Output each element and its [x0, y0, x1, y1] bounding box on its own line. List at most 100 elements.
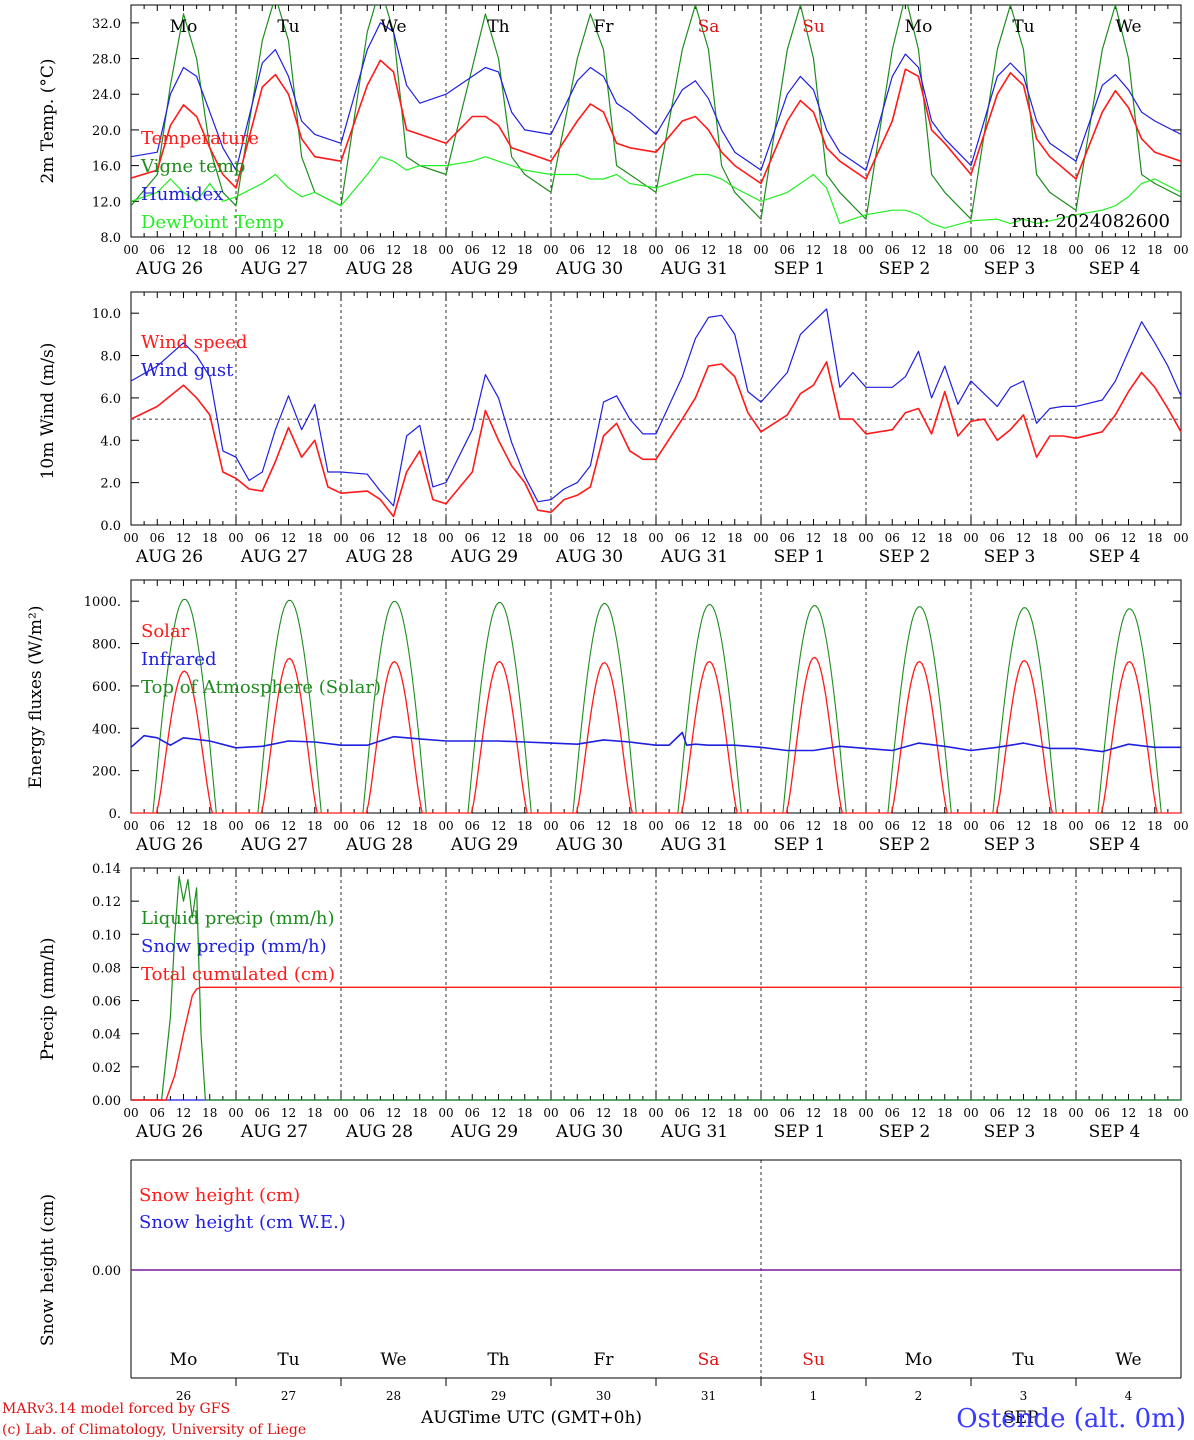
hour-tick-label: 18 — [727, 1106, 742, 1120]
month-label-aug: AUG — [420, 1408, 461, 1428]
legend-label: Wind speed — [141, 332, 247, 353]
hour-tick-label: 12 — [1016, 1106, 1031, 1120]
day-of-week-label: Sa — [698, 1350, 720, 1370]
hour-tick-label: 12 — [281, 243, 296, 257]
station-name: Ostende (alt. 0m) — [956, 1404, 1186, 1434]
date-label: AUG 30 — [555, 835, 623, 855]
date-label: SEP 1 — [774, 259, 826, 279]
hour-tick-label: 12 — [281, 819, 296, 833]
date-label: SEP 4 — [1089, 835, 1141, 855]
legend-label: Liquid precip (mm/h) — [141, 908, 335, 929]
date-label: SEP 3 — [984, 835, 1036, 855]
hour-tick-label: 06 — [150, 531, 165, 545]
legend-label: Total cumulated (cm) — [141, 964, 335, 985]
y-tick-label: 32.0 — [92, 17, 121, 32]
hour-tick-label: 18 — [202, 819, 217, 833]
y-tick-label: 12.0 — [92, 195, 121, 210]
hour-tick-label: 12 — [806, 243, 821, 257]
day-of-week-label: Th — [487, 1350, 509, 1370]
snow-height-panel: 0.00 Snow height (cm) Snow height (cm W.E.… — [38, 1159, 1182, 1403]
hour-tick-label: 12 — [596, 531, 611, 545]
y-tick-label: 0.08 — [92, 961, 121, 976]
hour-tick-label: 18 — [622, 819, 637, 833]
date-label: AUG 31 — [660, 259, 728, 279]
hour-tick-label: 18 — [727, 243, 742, 257]
date-label: AUG 27 — [240, 1122, 308, 1142]
date-label: SEP 2 — [879, 547, 931, 567]
day-number-label: 1 — [810, 1389, 818, 1403]
date-label: SEP 4 — [1089, 547, 1141, 567]
hour-tick-label: 06 — [675, 243, 690, 257]
y-tick-label: 1000. — [84, 595, 121, 610]
hour-tick-label: 00 — [753, 531, 768, 545]
hour-tick-label: 18 — [937, 819, 952, 833]
hour-tick-label: 18 — [1147, 1106, 1162, 1120]
hour-tick-label: 12 — [1121, 1106, 1136, 1120]
hour-tick-label: 12 — [596, 819, 611, 833]
hour-tick-label: 18 — [1042, 819, 1057, 833]
hour-tick-label: 12 — [1016, 243, 1031, 257]
hour-tick-label: 18 — [937, 1106, 952, 1120]
hour-tick-label: 18 — [1042, 1106, 1057, 1120]
hour-tick-label: 18 — [937, 243, 952, 257]
day-of-week-label: We — [380, 1350, 406, 1370]
hour-tick-label: 12 — [701, 243, 716, 257]
day-number-label: 26 — [176, 1389, 191, 1403]
hour-tick-label: 00 — [543, 1106, 558, 1120]
date-label: SEP 2 — [879, 1122, 931, 1142]
hour-tick-label: 06 — [1095, 819, 1110, 833]
hour-tick-label: 06 — [885, 1106, 900, 1120]
date-label: AUG 29 — [450, 1122, 518, 1142]
hour-tick-label: 00 — [858, 243, 873, 257]
hour-tick-label: 18 — [1147, 819, 1162, 833]
legend-label: Temperature — [141, 128, 259, 149]
hour-tick-label: 00 — [858, 1106, 873, 1120]
day-of-week-label: We — [1115, 17, 1141, 37]
y-tick-label: 0.14 — [92, 862, 121, 877]
y-axis-title: Precip (mm/h) — [38, 937, 58, 1060]
hour-tick-label: 12 — [386, 819, 401, 833]
day-number-label: 31 — [701, 1389, 716, 1403]
hour-tick-label: 12 — [281, 531, 296, 545]
wind-gust-line — [130, 308, 1182, 507]
month-label-sep: SEP — [1003, 1408, 1039, 1428]
date-label: AUG 26 — [135, 259, 203, 279]
hour-tick-label: 06 — [885, 531, 900, 545]
lab-credit: (c) Lab. of Climatology, University of L… — [2, 1422, 306, 1438]
hour-tick-label: 06 — [1095, 1106, 1110, 1120]
y-tick-label: 6.0 — [100, 392, 121, 407]
legend-label: Infrared — [141, 649, 216, 670]
date-label: SEP 4 — [1089, 1122, 1141, 1142]
hour-tick-label: 00 — [438, 819, 453, 833]
hour-tick-label: 12 — [1121, 819, 1136, 833]
hour-tick-label: 06 — [1095, 243, 1110, 257]
date-label: SEP 1 — [774, 1122, 826, 1142]
date-label: AUG 31 — [660, 835, 728, 855]
y-tick-label: 200. — [92, 765, 121, 780]
hour-tick-label: 12 — [491, 243, 506, 257]
liquid-precip-line — [131, 875, 1181, 1101]
hour-tick-label: 18 — [622, 1106, 637, 1120]
y-tick-label: 0.10 — [92, 928, 121, 943]
y-tick-label: 0.02 — [92, 1061, 121, 1076]
day-of-week-label: Tu — [277, 1350, 299, 1370]
hour-tick-label: 00 — [1068, 243, 1083, 257]
hour-tick-label: 06 — [255, 1106, 270, 1120]
date-label: AUG 26 — [135, 547, 203, 567]
legend-label: Wind gust — [141, 360, 234, 381]
legend-label: DewPoint Temp — [141, 212, 284, 233]
hour-tick-label: 06 — [1095, 531, 1110, 545]
humidex-line — [131, 22, 1181, 171]
day-of-week-label: Fr — [594, 1350, 615, 1370]
hour-tick-label: 06 — [780, 531, 795, 545]
hour-tick-label: 00 — [123, 819, 138, 833]
day-of-week-label: Fr — [594, 17, 615, 37]
hour-tick-label: 12 — [701, 1106, 716, 1120]
hour-tick-label: 18 — [412, 531, 427, 545]
hour-tick-label: 06 — [360, 1106, 375, 1120]
legend-label: Solar — [141, 621, 190, 642]
hour-tick-label: 06 — [990, 1106, 1005, 1120]
hour-tick-label: 12 — [491, 531, 506, 545]
hour-tick-label: 12 — [176, 531, 191, 545]
hour-tick-label: 12 — [1016, 819, 1031, 833]
